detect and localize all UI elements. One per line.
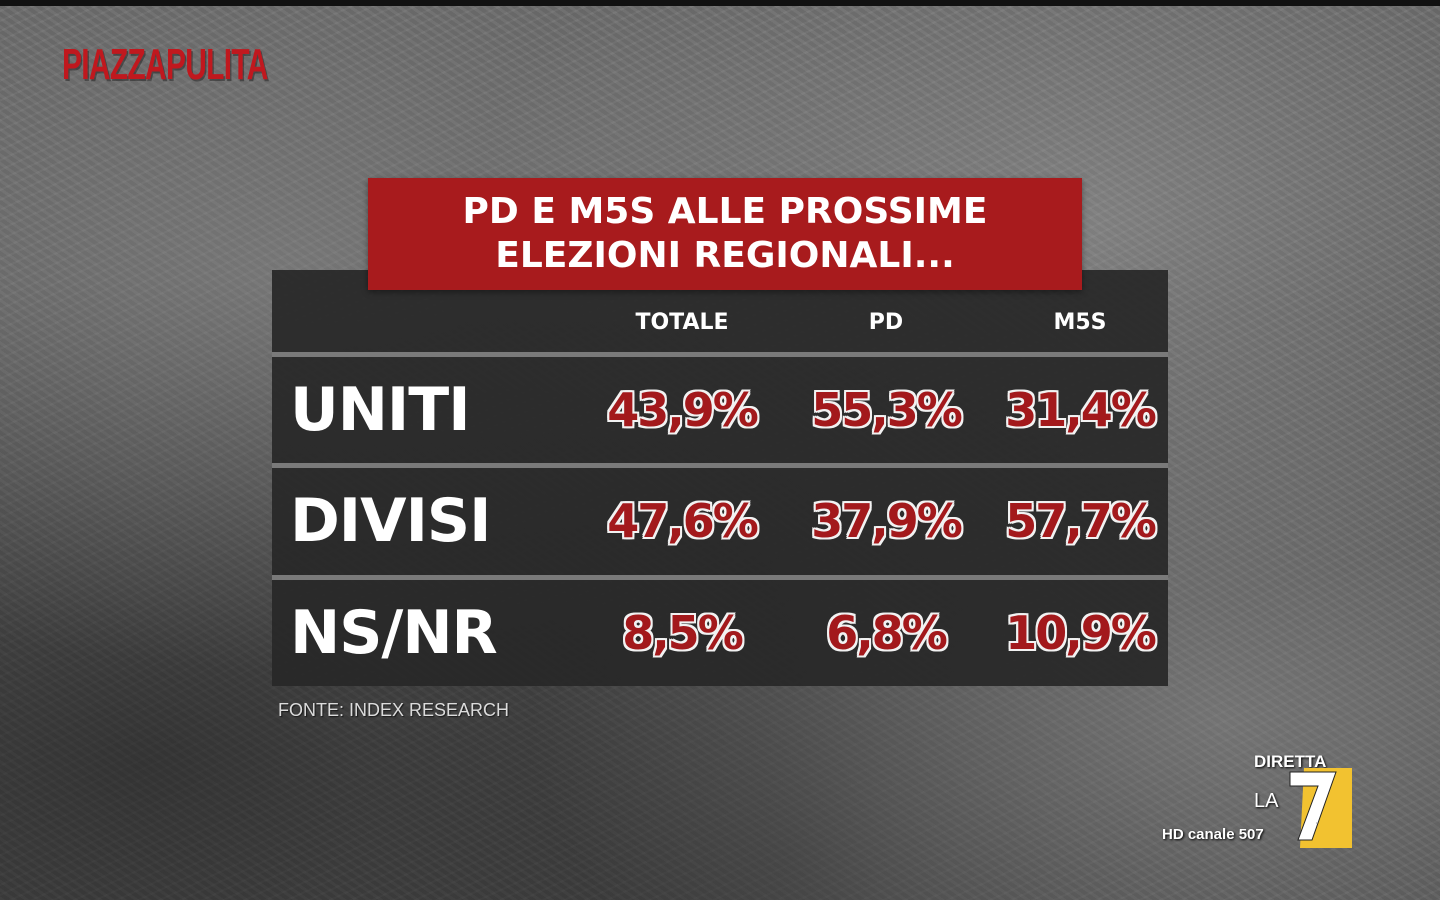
row-label: DIVISI [290, 486, 491, 556]
row-label: UNITI [290, 375, 471, 445]
live-label: DIRETTA [1254, 752, 1327, 771]
chart-title: PD E M5S ALLE PROSSIME ELEZIONI REGIONAL… [368, 178, 1082, 290]
poll-table: TOTALE PD M5S UNITI 43,9% 55,3% 31,4% DI… [272, 270, 1168, 686]
source-note: FONTE: INDEX RESEARCH [278, 700, 510, 720]
table-row-uniti: UNITI 43,9% 55,3% 31,4% [272, 352, 1168, 465]
hd-channel-label: HD canale 507 [1162, 826, 1264, 843]
channel-prefix: LA [1254, 790, 1279, 812]
column-header-m5s: M5S [1053, 310, 1107, 335]
row-label: NS/NR [290, 598, 498, 668]
cell-nsnr-pd: 6,8% [826, 606, 948, 660]
table-row-divisi: DIVISI 47,6% 37,9% 57,7% [272, 463, 1168, 576]
cell-nsnr-totale: 8,5% [622, 606, 744, 660]
top-border [0, 0, 1440, 6]
table-header: TOTALE PD M5S [272, 270, 1168, 354]
la7-logo-icon: 7 [1289, 768, 1352, 848]
column-header-pd: PD [868, 310, 904, 335]
cell-uniti-totale: 43,9% [607, 383, 759, 437]
cell-divisi-totale: 47,6% [607, 494, 759, 548]
cell-uniti-m5s: 31,4% [1005, 383, 1157, 437]
table-row-nsnr: NS/NR 8,5% 6,8% 10,9% [272, 575, 1168, 688]
la7-watermark: DIRETTA LA 7 HD canale 507 [1160, 752, 1360, 852]
cell-uniti-pd: 55,3% [811, 383, 963, 437]
title-line-1: PD E M5S ALLE PROSSIME [462, 191, 988, 232]
channel-number: 7 [1316, 823, 1318, 825]
cell-divisi-m5s: 57,7% [1005, 494, 1157, 548]
cell-divisi-pd: 37,9% [811, 494, 963, 548]
title-line-2: ELEZIONI REGIONALI... [495, 235, 955, 276]
show-logo: PIAZZAPULITA [62, 40, 268, 89]
column-header-totale: TOTALE [635, 310, 729, 335]
cell-nsnr-m5s: 10,9% [1005, 606, 1157, 660]
